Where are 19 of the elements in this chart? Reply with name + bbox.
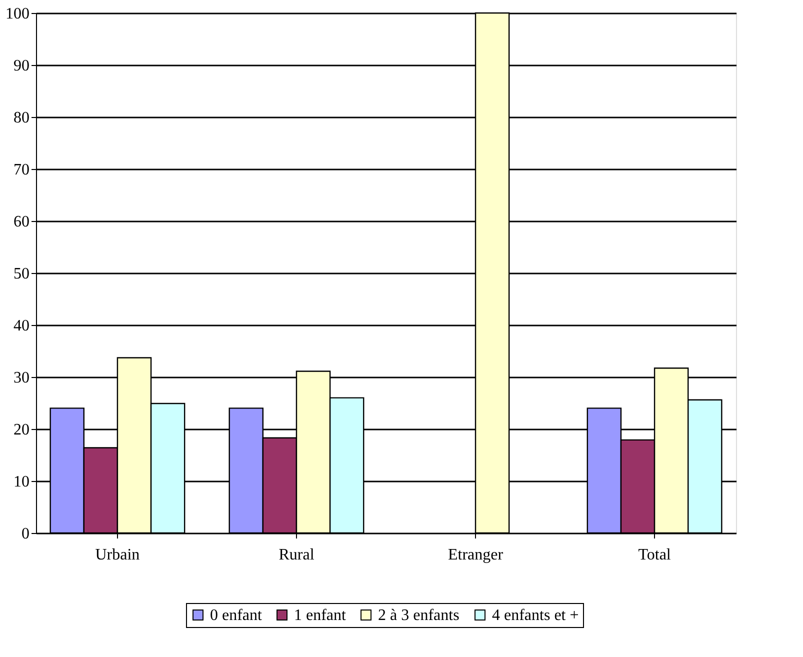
- x-tick-label: Urbain: [95, 546, 140, 564]
- x-tick-label: Total: [638, 546, 672, 564]
- x-tick-label: Rural: [278, 546, 315, 564]
- legend-label: 0 enfant: [210, 607, 263, 624]
- y-tick-label: 10: [14, 474, 30, 490]
- y-tick-label: 100: [6, 6, 30, 22]
- legend-label: 2 à 3 enfants: [378, 607, 460, 624]
- y-tick-label: 70: [14, 162, 30, 178]
- x-tick-label: Etranger: [448, 546, 504, 564]
- y-tick-label: 0: [22, 526, 30, 542]
- legend-label: 1 enfant: [294, 607, 347, 624]
- legend-label: 4 enfants et +: [492, 607, 579, 624]
- y-tick-label: 60: [14, 214, 30, 230]
- y-tick-label: 30: [14, 370, 30, 386]
- y-tick-label: 80: [14, 110, 30, 126]
- y-tick-label: 40: [14, 318, 30, 334]
- y-tick-label: 90: [14, 58, 30, 74]
- y-tick-label: 20: [14, 422, 30, 438]
- y-tick-label: 50: [14, 266, 30, 282]
